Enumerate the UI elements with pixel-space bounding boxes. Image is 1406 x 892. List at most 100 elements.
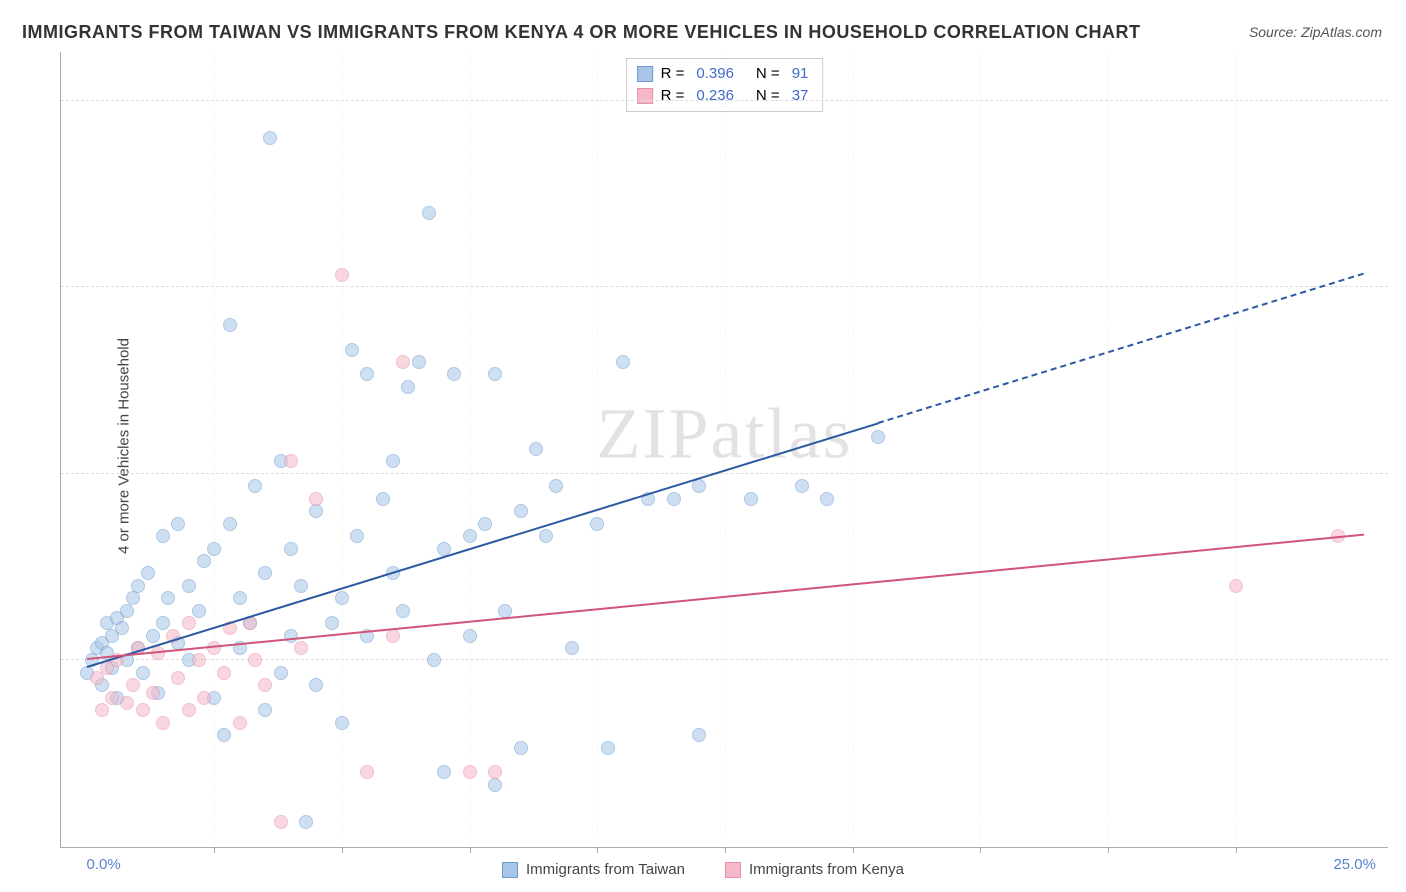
scatter-point [263,131,277,145]
scatter-point [463,765,477,779]
scatter-point [284,542,298,556]
plot-area: ZIPatlas R =0.396N =91R =0.236N =37 7.5%… [60,52,1388,848]
scatter-point [156,716,170,730]
scatter-point [182,703,196,717]
stat-label-n: N = [756,85,780,107]
scatter-point [233,716,247,730]
scatter-point [447,367,461,381]
gridline-v [470,52,471,847]
scatter-point [488,765,502,779]
scatter-point [156,529,170,543]
trend-line [86,422,878,668]
scatter-point [294,579,308,593]
scatter-point [156,616,170,630]
x-minor-tick [980,847,981,853]
legend-label: Immigrants from Kenya [749,861,904,878]
stat-label-n: N = [756,63,780,85]
scatter-point [120,696,134,710]
x-minor-tick [853,847,854,853]
scatter-point [427,653,441,667]
x-minor-tick [470,847,471,853]
scatter-point [463,529,477,543]
scatter-point [871,430,885,444]
scatter-point [539,529,553,543]
scatter-point [171,671,185,685]
x-minor-tick [214,847,215,853]
scatter-point [274,666,288,680]
scatter-point [309,678,323,692]
scatter-point [478,517,492,531]
trend-line-extrapolated [878,273,1364,424]
scatter-point [412,355,426,369]
scatter-point [192,653,206,667]
scatter-point [350,529,364,543]
scatter-point [616,355,630,369]
scatter-point [360,367,374,381]
scatter-point [590,517,604,531]
scatter-point [258,703,272,717]
legend-swatch [502,862,518,878]
legend-swatch [725,862,741,878]
scatter-point [146,629,160,643]
gridline-v [853,52,854,847]
scatter-point [437,765,451,779]
y-tick-label: 30.0% [1392,94,1406,111]
scatter-point [197,554,211,568]
scatter-point [223,318,237,332]
scatter-point [299,815,313,829]
scatter-point [197,691,211,705]
scatter-point [126,678,140,692]
scatter-point [115,621,129,635]
scatter-point [376,492,390,506]
scatter-point [294,641,308,655]
scatter-point [136,666,150,680]
scatter-point [514,741,528,755]
series-legend: Immigrants from Taiwan Immigrants from Ke… [502,861,904,878]
scatter-point [345,343,359,357]
scatter-point [284,454,298,468]
scatter-point [258,566,272,580]
scatter-point [207,542,221,556]
scatter-point [182,579,196,593]
scatter-point [1229,579,1243,593]
scatter-point [488,778,502,792]
scatter-point [171,517,185,531]
scatter-point [820,492,834,506]
scatter-point [141,566,155,580]
x-minor-tick [725,847,726,853]
legend-item: Immigrants from Taiwan [502,861,685,878]
stat-label-r: R = [661,63,685,85]
scatter-point [126,591,140,605]
scatter-point [514,504,528,518]
scatter-point [498,604,512,618]
scatter-point [386,454,400,468]
gridline-v [725,52,726,847]
scatter-point [131,579,145,593]
scatter-point [692,479,706,493]
legend-swatch [637,88,653,104]
scatter-point [396,604,410,618]
scatter-point [136,703,150,717]
gridline-v [597,52,598,847]
scatter-point [105,691,119,705]
scatter-point [248,653,262,667]
scatter-point [325,616,339,630]
scatter-point [335,716,349,730]
y-tick-label: 15.0% [1392,467,1406,484]
x-minor-tick [597,847,598,853]
x-minor-tick [342,847,343,853]
scatter-point [217,666,231,680]
stat-label-r: R = [661,85,685,107]
scatter-point [274,815,288,829]
scatter-point [488,367,502,381]
x-minor-tick [1108,847,1109,853]
scatter-point [309,504,323,518]
scatter-point [309,492,323,506]
scatter-point [182,616,196,630]
scatter-point [529,442,543,456]
legend-item: Immigrants from Kenya [725,861,904,878]
scatter-point [463,629,477,643]
y-tick-label: 7.5% [1392,653,1406,670]
chart-title: IMMIGRANTS FROM TAIWAN VS IMMIGRANTS FRO… [22,22,1141,43]
gridline-v [1236,52,1237,847]
